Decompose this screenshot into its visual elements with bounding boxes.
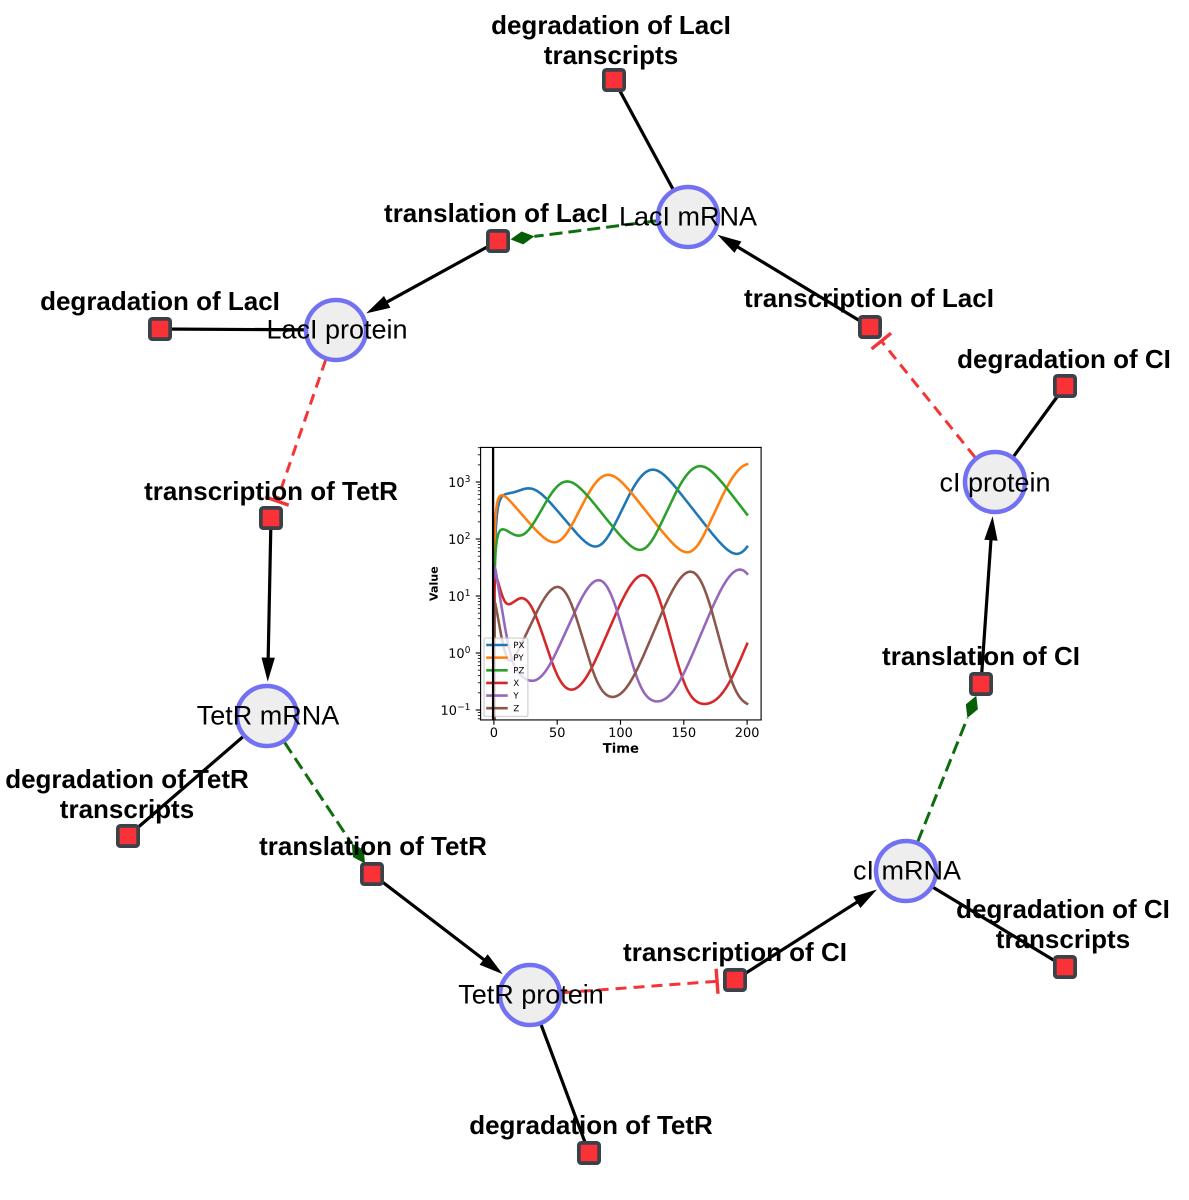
svg-text:cI protein: cI protein xyxy=(939,468,1050,498)
svg-text:transcripts: transcripts xyxy=(996,924,1130,954)
svg-text:degradation of CI: degradation of CI xyxy=(956,894,1170,924)
svg-text:degradation of TetR: degradation of TetR xyxy=(469,1110,713,1140)
svg-text:transcription of LacI: transcription of LacI xyxy=(744,283,994,313)
svg-text:cI mRNA: cI mRNA xyxy=(853,856,961,886)
svg-text:transcripts: transcripts xyxy=(60,794,194,824)
svg-text:translation of CI: translation of CI xyxy=(882,641,1080,671)
svg-text:degradation of LacI: degradation of LacI xyxy=(40,286,280,316)
svg-text:degradation of LacI: degradation of LacI xyxy=(491,10,731,40)
svg-text:transcription of CI: transcription of CI xyxy=(623,937,847,967)
svg-text:transcription of TetR: transcription of TetR xyxy=(144,476,398,506)
svg-text:TetR protein: TetR protein xyxy=(458,980,604,1010)
svg-text:translation of TetR: translation of TetR xyxy=(259,831,487,861)
svg-text:degradation of CI: degradation of CI xyxy=(957,344,1171,374)
svg-text:LacI protein: LacI protein xyxy=(266,315,407,345)
svg-text:degradation of TetR: degradation of TetR xyxy=(5,764,249,794)
svg-text:transcripts: transcripts xyxy=(544,40,678,70)
svg-text:LacI mRNA: LacI mRNA xyxy=(619,202,757,232)
svg-text:TetR mRNA: TetR mRNA xyxy=(197,701,340,731)
svg-text:translation of LacI: translation of LacI xyxy=(384,198,608,228)
